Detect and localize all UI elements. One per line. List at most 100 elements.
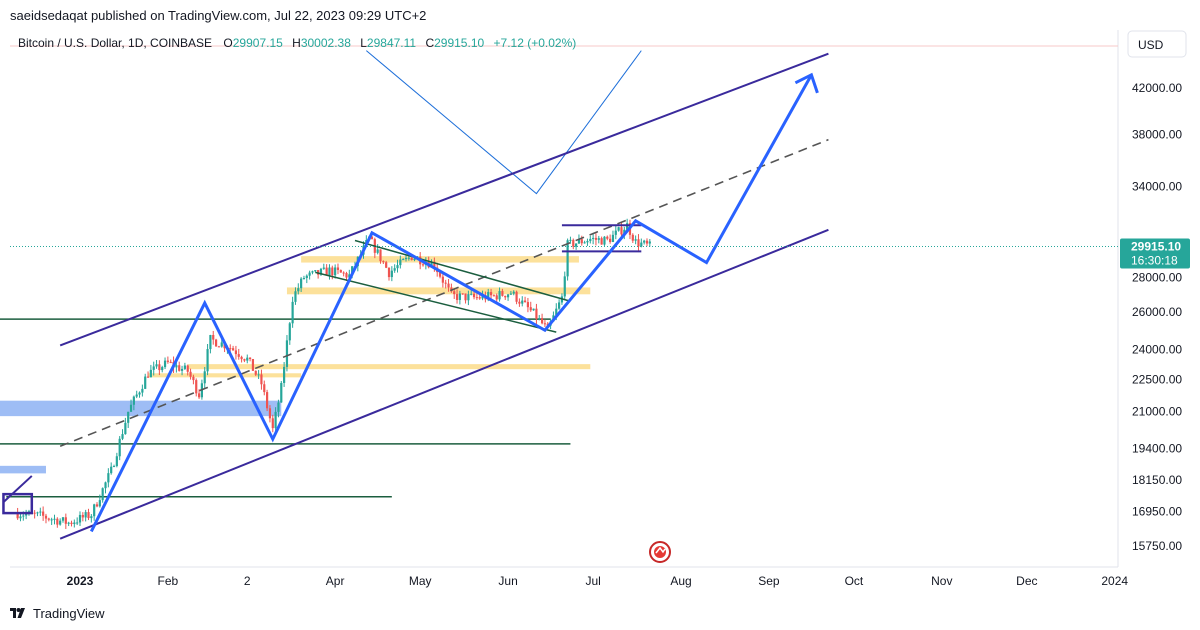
- candle-down: [186, 364, 189, 376]
- candle-down: [410, 257, 413, 261]
- candle-up: [163, 357, 167, 370]
- candle-down: [489, 288, 493, 299]
- time-tick-label: 2: [244, 574, 251, 588]
- candle-down: [81, 512, 84, 522]
- candle-up: [532, 308, 535, 311]
- time-tick-label: May: [409, 574, 432, 588]
- candle-up: [617, 226, 620, 232]
- open-label: O: [223, 36, 232, 50]
- candle-up: [50, 517, 53, 525]
- time-axis[interactable]: 2023 Feb 2 Apr May Jun Jul Aug Sep Oct Nov Dec 2024: [67, 574, 1129, 588]
- time-tick-label: Aug: [670, 574, 691, 588]
- time-tick-label: Sep: [758, 574, 780, 588]
- arrowhead-icon: [794, 72, 819, 94]
- candle-up: [291, 296, 294, 328]
- candle-down: [158, 360, 161, 376]
- low-label: L: [360, 36, 367, 50]
- candle-down: [271, 414, 274, 433]
- time-tick-label: Oct: [845, 574, 864, 588]
- candle-down: [478, 294, 481, 300]
- candle-up: [498, 287, 501, 302]
- candle-down: [501, 288, 504, 297]
- candle-down: [600, 236, 603, 245]
- small-up-line: [2, 475, 33, 503]
- candle-up: [132, 395, 135, 411]
- candle-down: [526, 297, 530, 313]
- candle-up: [61, 516, 65, 523]
- candle-down: [631, 233, 634, 243]
- candle-up: [155, 360, 158, 369]
- candle-down: [447, 279, 450, 292]
- zone-rect: [0, 465, 46, 474]
- candle-up: [467, 290, 470, 306]
- wedge-lower-line: [315, 271, 557, 333]
- candle-up: [402, 258, 405, 261]
- currency-button[interactable]: USD: [1127, 30, 1187, 58]
- high-value: 30002.38: [301, 36, 351, 50]
- candle-up: [152, 361, 155, 376]
- candle-up: [124, 417, 127, 435]
- time-tick-label: 2024: [1101, 574, 1128, 588]
- candle-down: [515, 290, 518, 305]
- candle-up: [104, 481, 107, 494]
- candle-up: [319, 267, 323, 276]
- time-tick-label: Feb: [158, 574, 179, 588]
- candle-down: [231, 345, 235, 351]
- candle-up: [640, 238, 643, 248]
- candle-up: [626, 218, 629, 230]
- zone-rect: [148, 373, 302, 378]
- candle-up: [98, 494, 101, 508]
- candle-up: [597, 235, 600, 244]
- time-tick-label: Nov: [931, 574, 952, 588]
- candle-up: [297, 283, 300, 295]
- candle-up: [115, 452, 118, 468]
- candle-up: [39, 507, 42, 516]
- candle-down: [212, 330, 215, 345]
- last-price-value: 29915.10: [1131, 239, 1181, 253]
- price-tick-label: 16950.00: [1132, 505, 1182, 519]
- candle-up: [203, 367, 206, 388]
- candle-down: [606, 235, 609, 241]
- candle-down: [195, 378, 198, 397]
- channel-upper-line: [59, 52, 829, 347]
- candle-down: [95, 502, 99, 508]
- candle-down: [620, 221, 623, 238]
- candle-up: [84, 509, 87, 522]
- price-tick-label: 21000.00: [1132, 405, 1182, 419]
- close-label: C: [425, 36, 434, 50]
- candle-up: [305, 274, 308, 284]
- candle-up: [521, 296, 524, 307]
- candle-down: [453, 289, 456, 299]
- candle-down: [475, 292, 478, 301]
- candle-down: [42, 506, 45, 521]
- candle-up: [36, 511, 39, 517]
- publisher-logo: [649, 541, 671, 563]
- price-axis[interactable]: 42000.00 38000.00 34000.00 28000.00 26000.00…: [1132, 81, 1182, 553]
- candle-down: [529, 301, 532, 312]
- candle-up: [300, 277, 303, 293]
- candle-up: [569, 236, 572, 244]
- candle-down: [572, 238, 575, 250]
- candle-up: [308, 270, 311, 280]
- candle-up: [634, 235, 637, 245]
- candle-up: [183, 362, 186, 370]
- price-tick-label: 15750.00: [1132, 539, 1182, 553]
- high-label: H: [292, 36, 301, 50]
- candle-down: [189, 368, 192, 380]
- candle-up: [73, 519, 76, 528]
- drawings-layer: [2, 50, 829, 540]
- candle-down: [543, 319, 547, 328]
- candle-down: [472, 291, 476, 300]
- candle-down: [169, 359, 172, 364]
- candle-down: [70, 520, 73, 527]
- candle-up: [458, 290, 461, 305]
- candle-down: [387, 267, 391, 281]
- candle-up: [280, 380, 283, 403]
- candle-up: [277, 399, 280, 418]
- currency-label: USD: [1138, 38, 1164, 52]
- plot-area[interactable]: [10, 30, 1118, 567]
- candle-down: [178, 361, 181, 372]
- candle-up: [161, 365, 164, 373]
- candle-up: [538, 314, 541, 321]
